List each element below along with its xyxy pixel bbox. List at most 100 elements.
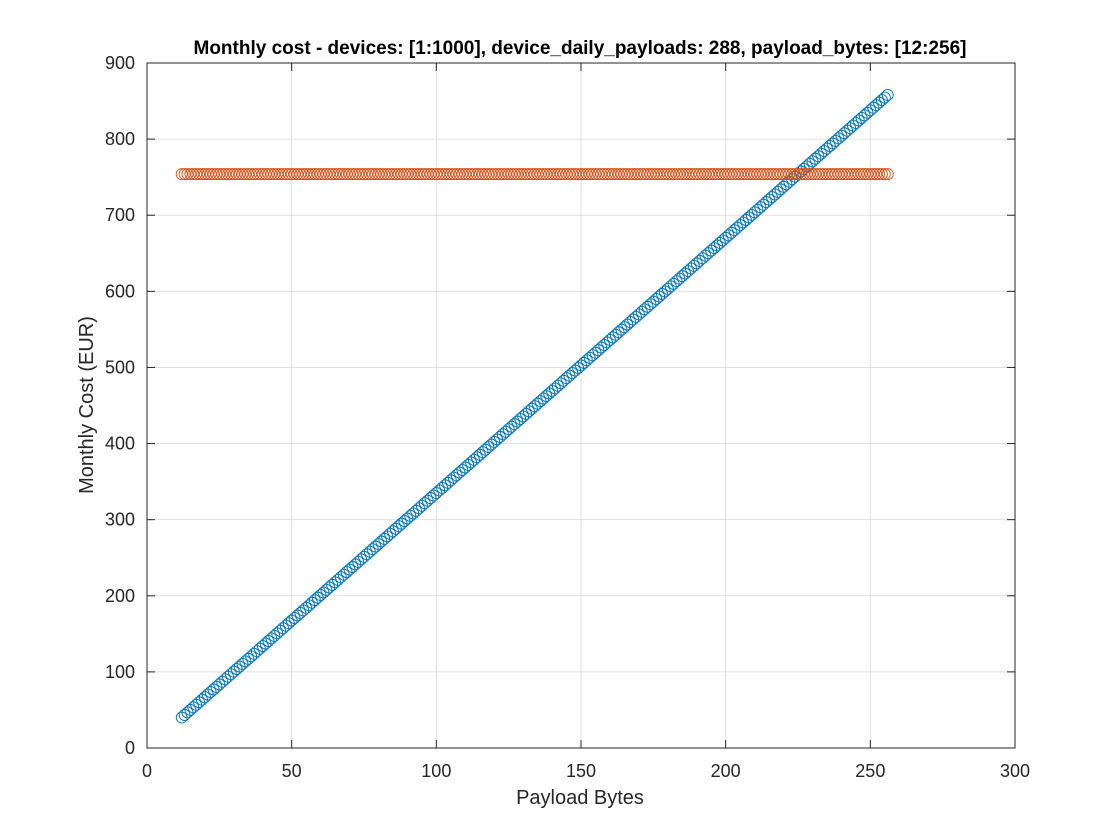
data-point [766, 168, 778, 181]
data-point [181, 168, 194, 181]
data-point [271, 168, 284, 181]
data-point [575, 168, 587, 181]
data-point [213, 168, 226, 181]
data-point [624, 168, 637, 181]
data-point [505, 168, 518, 181]
data-point [277, 168, 289, 181]
x-tick-label: 200 [711, 761, 741, 781]
data-point [187, 168, 200, 181]
data-point [711, 168, 723, 181]
data-point [479, 168, 492, 181]
data-point [878, 168, 891, 181]
data-point [499, 168, 512, 181]
data-point [792, 168, 804, 181]
y-tick-label: 600 [105, 281, 135, 301]
data-point [308, 168, 321, 181]
data-point [459, 168, 472, 181]
series-1 [175, 89, 894, 724]
data-point [262, 168, 275, 181]
data-point [259, 168, 272, 181]
data-point [421, 168, 434, 181]
data-point [369, 168, 382, 181]
y-tick-label: 500 [105, 357, 135, 377]
data-point [630, 168, 642, 181]
data-point [546, 168, 559, 181]
data-point [650, 168, 663, 181]
data-point [687, 168, 700, 181]
data-point [708, 168, 721, 181]
data-point [823, 168, 836, 181]
data-point [554, 168, 567, 181]
data-point [855, 168, 868, 181]
series-layer [175, 89, 894, 724]
series-2 [175, 168, 894, 181]
data-point [251, 168, 263, 181]
data-point [410, 168, 423, 181]
data-point [291, 168, 304, 181]
data-point [517, 168, 530, 181]
data-point [829, 168, 842, 181]
data-point [716, 168, 729, 181]
data-point [763, 168, 776, 181]
data-point [603, 168, 616, 181]
data-point [340, 168, 353, 181]
data-point [595, 168, 608, 181]
data-point [780, 168, 793, 181]
data-point [818, 168, 830, 181]
data-point [496, 168, 509, 181]
data-point [670, 168, 683, 181]
data-point [844, 168, 857, 181]
data-point [737, 168, 749, 181]
data-point [560, 168, 573, 181]
data-point [742, 168, 755, 181]
data-point [774, 168, 787, 181]
y-tick-label: 200 [105, 586, 135, 606]
data-point [198, 168, 211, 181]
data-point [875, 168, 888, 181]
y-tick-label: 300 [105, 510, 135, 530]
data-point [841, 168, 854, 181]
data-point [444, 168, 457, 181]
data-point [699, 168, 712, 181]
data-point [242, 168, 255, 181]
data-point [731, 168, 744, 181]
data-point [178, 168, 191, 181]
data-point [881, 168, 894, 181]
data-point [725, 168, 738, 181]
data-point [190, 168, 203, 181]
data-point [702, 168, 715, 181]
data-point [265, 168, 278, 181]
data-point [543, 168, 556, 181]
data-point [358, 168, 370, 181]
data-point [806, 168, 819, 181]
data-point [615, 168, 628, 181]
x-tick-label: 250 [855, 761, 885, 781]
data-point [653, 168, 666, 181]
data-point [760, 168, 773, 181]
data-point [288, 168, 301, 181]
data-point [222, 168, 234, 181]
y-axis-label: Monthly Cost (EUR) [76, 316, 98, 494]
data-point [566, 168, 579, 181]
data-point [355, 168, 368, 181]
data-point [601, 168, 613, 181]
data-point [349, 168, 362, 181]
data-point [826, 168, 839, 181]
data-point [175, 168, 188, 181]
data-point [352, 168, 365, 181]
data-point [797, 168, 810, 181]
data-point [279, 168, 292, 181]
data-point [378, 168, 391, 181]
data-point [334, 168, 347, 181]
data-point [618, 168, 631, 181]
data-point [832, 168, 845, 181]
data-point [256, 168, 269, 181]
data-point [210, 168, 223, 181]
data-point [482, 168, 495, 181]
data-point [204, 168, 217, 181]
data-point [745, 168, 758, 181]
data-point [838, 168, 851, 181]
chart-title: Monthly cost - devices: [1:1000], device… [194, 38, 967, 59]
data-point [609, 168, 622, 181]
data-point [656, 168, 668, 181]
